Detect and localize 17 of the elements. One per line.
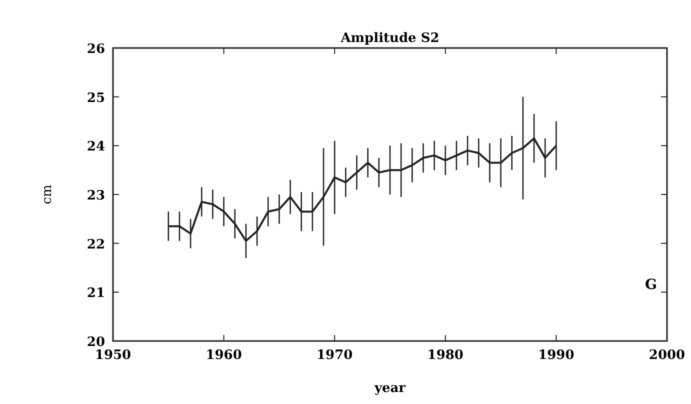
y-tick-label: 21 xyxy=(86,286,105,302)
chart-title: Amplitude S2 xyxy=(340,31,440,46)
y-tick-label: 20 xyxy=(86,335,105,350)
annotation: G xyxy=(645,277,657,293)
x-tick-label: 1990 xyxy=(538,348,574,363)
x-tick-label: 1960 xyxy=(206,348,242,363)
x-axis-title: year xyxy=(373,381,406,396)
x-tick-label: 1980 xyxy=(427,348,464,363)
x-tick-label: 1970 xyxy=(316,348,353,363)
y-tick-label: 25 xyxy=(86,90,105,106)
y-axis-title: cm xyxy=(40,184,55,204)
y-tick-label: 26 xyxy=(86,42,105,57)
y-tick-label: 23 xyxy=(86,188,105,204)
y-tick-label: 24 xyxy=(86,140,105,155)
x-tick-label: 2000 xyxy=(648,348,686,363)
x-tick-label: 1950 xyxy=(94,348,132,363)
y-tick-label: 22 xyxy=(86,237,105,252)
